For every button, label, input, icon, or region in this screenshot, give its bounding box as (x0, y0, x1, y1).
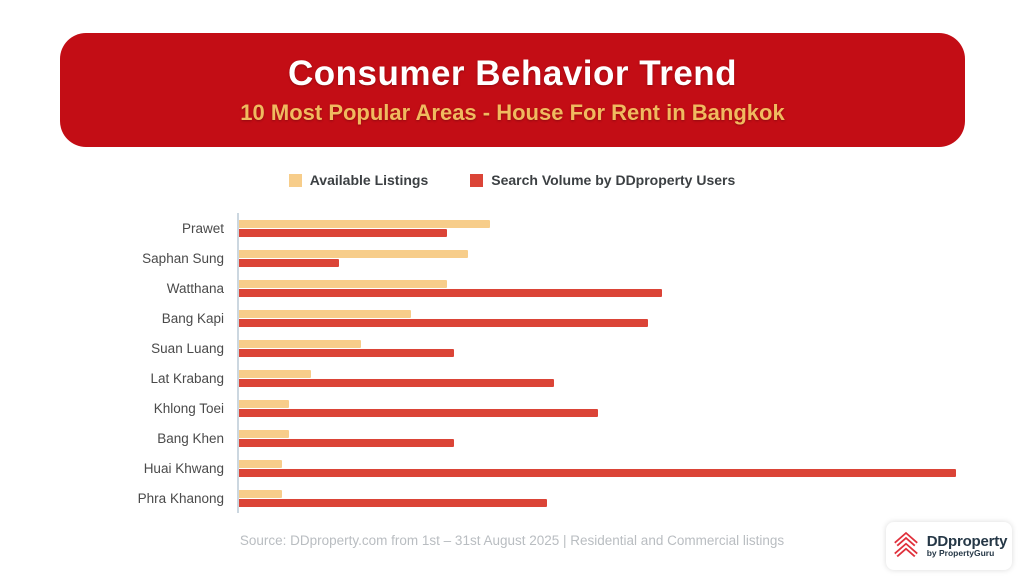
bar-search-volume (239, 348, 455, 357)
bar-search-volume (239, 258, 340, 267)
bar-search-volume (239, 228, 447, 237)
bar-available-listings (239, 399, 290, 408)
source-note: Source: DDproperty.com from 1st – 31st A… (239, 533, 785, 548)
bar-available-listings (239, 279, 447, 288)
bar-row (239, 393, 964, 423)
ddproperty-chevron-icon (893, 531, 918, 558)
bar-search-volume (239, 498, 548, 507)
logo-byline: by PropertyGuru (926, 548, 995, 559)
category-label: Lat Krabang (150, 370, 224, 386)
bar-row (239, 273, 964, 303)
category-label: Khlong Toei (153, 400, 224, 416)
category-axis: Prawet Saphan Sung Watthana Bang Kapi Suan L… (8, 213, 237, 513)
bar-available-listings (239, 459, 283, 468)
legend-item-search-volume: Search Volume by DDproperty Users (470, 172, 735, 188)
bar-search-volume (239, 318, 648, 327)
page-title: Consumer Behavior Trend (287, 54, 738, 93)
bar-row (239, 303, 964, 333)
category-label: Bang Khen (157, 430, 224, 446)
bar-search-volume (239, 408, 598, 417)
bar-row (239, 453, 964, 483)
logo-brand-name: DDproperty (926, 532, 1008, 550)
ddproperty-logo: DDproperty by PropertyGuru (886, 522, 1012, 570)
category-label: Saphan Sung (142, 250, 224, 266)
category-label: Prawet (181, 220, 224, 236)
bar-chart: Prawet Saphan Sung Watthana Bang Kapi Suan L… (8, 213, 964, 513)
search-volume-swatch (470, 173, 484, 187)
bar-row (239, 483, 964, 513)
bar-search-volume (239, 378, 555, 387)
bar-row (239, 243, 964, 273)
bar-available-listings (239, 249, 469, 258)
legend-label: Search Volume by DDproperty Users (491, 172, 736, 188)
legend-label: Available Listings (309, 172, 429, 188)
bar-row (239, 363, 964, 393)
category-label: Huai Khwang (143, 460, 224, 476)
legend-item-available-listings: Available Listings (288, 172, 429, 188)
category-label: Phra Khanong (137, 490, 224, 506)
title-banner: Consumer Behavior Trend 10 Most Popular … (60, 33, 965, 147)
category-label: Watthana (166, 280, 224, 296)
available-listings-swatch (288, 173, 302, 187)
category-label: Suan Luang (151, 340, 224, 356)
bar-available-listings (239, 369, 311, 378)
bar-available-listings (239, 489, 283, 498)
page-subtitle: 10 Most Popular Areas - House For Rent i… (240, 100, 785, 125)
bar-available-listings (239, 429, 290, 438)
bar-row (239, 213, 964, 243)
bar-search-volume (239, 468, 956, 477)
category-label: Bang Kapi (161, 310, 224, 326)
logo-text: DDproperty by PropertyGuru (926, 532, 1008, 559)
bar-search-volume (239, 438, 455, 447)
chart-legend: Available Listings Search Volume by DDpr… (0, 172, 1024, 188)
bar-search-volume (239, 288, 663, 297)
plot-area (237, 213, 964, 513)
bar-available-listings (239, 309, 412, 318)
bar-row (239, 423, 964, 453)
bar-available-listings (239, 219, 490, 228)
bar-row (239, 333, 964, 363)
bar-available-listings (239, 339, 361, 348)
